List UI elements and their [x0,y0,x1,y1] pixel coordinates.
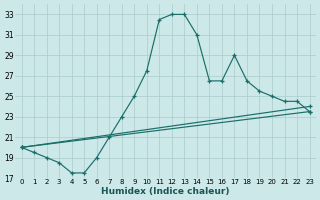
X-axis label: Humidex (Indice chaleur): Humidex (Indice chaleur) [101,187,230,196]
